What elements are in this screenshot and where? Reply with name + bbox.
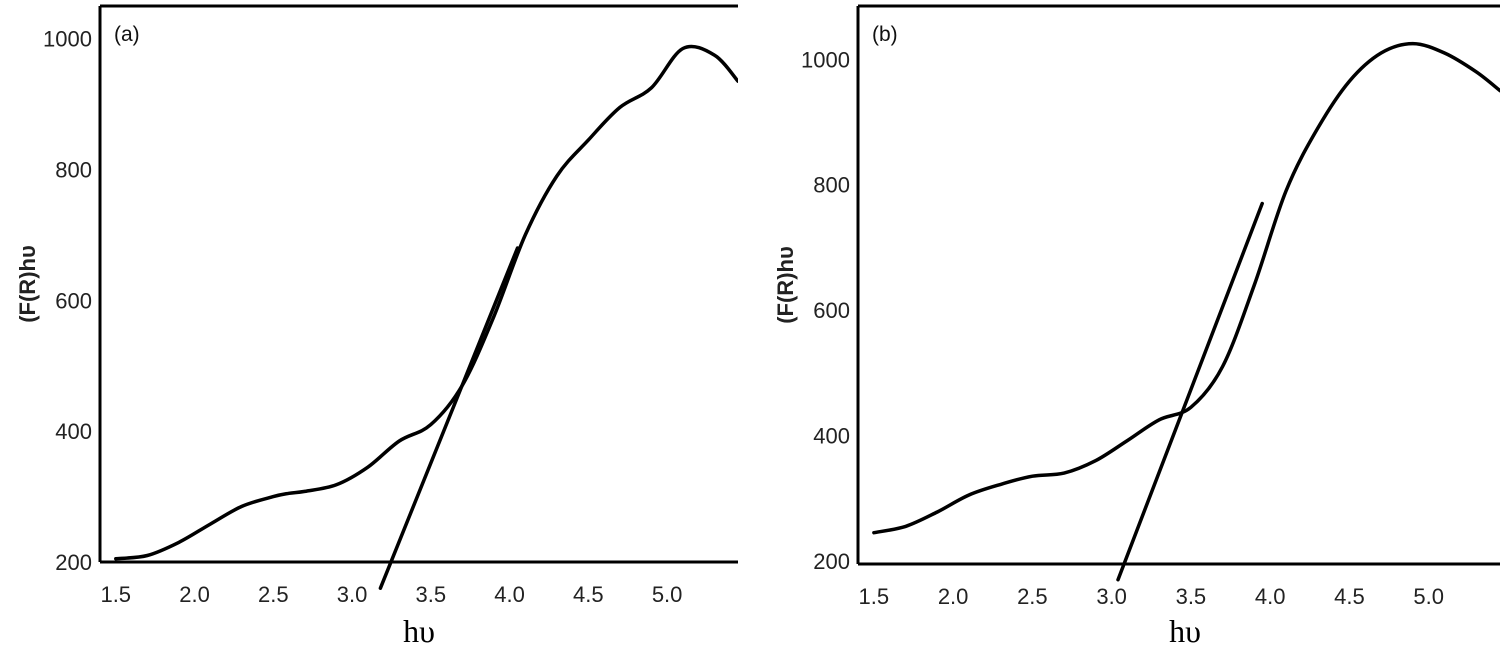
x-tick-label: 3.0 (337, 582, 368, 607)
x-tick-label: 5.0 (652, 582, 683, 607)
x-axis-label: hυ (403, 613, 435, 649)
x-tick-label: 4.0 (494, 582, 525, 607)
x-tick-label: 3.5 (416, 582, 447, 607)
x-axis-label: hυ (1169, 613, 1201, 649)
x-tick-label: 2.0 (938, 584, 969, 609)
y-tick-label: 1000 (801, 47, 850, 72)
y-tick-label: 800 (813, 173, 850, 198)
x-tick-label: 5.0 (1413, 584, 1444, 609)
chart-panel-2: 1.5 2.0 2.5 3.0 3.5 4.0 4.5 5.0 200 400 600 800 1000… (773, 4, 1500, 649)
tangent-line (1116, 201, 1264, 582)
x-tick-label: 4.5 (1334, 584, 1365, 609)
panel-label: (a) (114, 23, 140, 46)
absorption-curve (872, 41, 1500, 535)
x-tick-label: 2.0 (179, 582, 210, 607)
x-tick-label: 1.5 (859, 584, 890, 609)
y-tick-label: 1000 (43, 27, 92, 52)
y-tick-label: 600 (55, 288, 92, 313)
panel-label: (b) (872, 23, 898, 46)
y-tick-label: 200 (55, 550, 92, 575)
y-tick-label: 400 (813, 423, 850, 448)
x-tick-label: 2.5 (258, 582, 289, 607)
y-tick-label: 800 (55, 158, 92, 183)
tangent-line (378, 246, 520, 590)
y-axis-label: (F(R)hυ (15, 245, 40, 323)
x-tick-label: 3.5 (1176, 584, 1207, 609)
y-axis-label: (F(R)hυ (773, 246, 798, 324)
y-tick-label: 600 (813, 298, 850, 323)
y-tick-label: 200 (813, 549, 850, 574)
chart-panel-1: 1.5 2.0 2.5 3.0 3.5 4.0 4.5 5.0 200 400 600 800 1000… (15, 4, 738, 649)
x-tick-label: 2.5 (1017, 584, 1048, 609)
x-tick-label: 3.0 (1096, 584, 1127, 609)
x-tick-label: 1.5 (100, 582, 131, 607)
y-tick-label: 400 (55, 419, 92, 444)
x-tick-label: 4.0 (1255, 584, 1286, 609)
absorption-curve (114, 44, 738, 561)
x-tick-label: 4.5 (573, 582, 604, 607)
